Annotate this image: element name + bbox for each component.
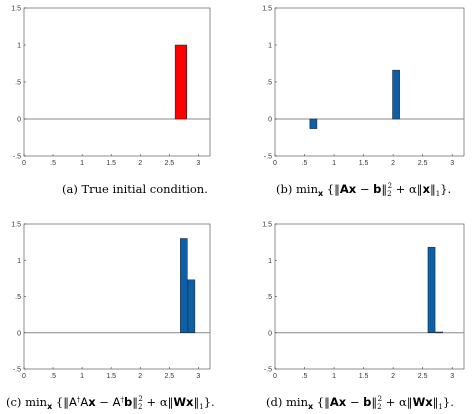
panel-a-xtick-label-4: 2 [138, 160, 142, 167]
panel-b: -.50.511.50.5 1 1.5 2 2.5 3 [262, 6, 465, 167]
panel-d: -.50.511.50.5 1 1.5 2 2.5 3 [262, 222, 465, 380]
panel-c-xtick-label-1: .5 [50, 373, 56, 380]
caption-a: (a) True initial condition. [62, 182, 208, 196]
panel-a: -.50.511.50.5 1 1.5 2 2.5 3 [11, 6, 211, 167]
panel-a-ytick-label-3: 1 [17, 43, 21, 50]
panel-c-ytick-label-2: .5 [15, 294, 21, 301]
panel-a-ytick-label-2: .5 [15, 80, 21, 87]
panel-b-bar-1 [392, 69, 400, 120]
panel-d-ytick-label-2: .5 [266, 294, 272, 301]
panel-d-xtick-label-6: 3 [450, 373, 454, 380]
panel-d-ytick-label-1: 0 [268, 330, 272, 337]
panel-b-ytick-label-1: 0 [268, 117, 272, 124]
caption-a-text: (a) True initial condition. [62, 182, 208, 196]
panel-d-xtick-label-1: .5 [302, 373, 308, 380]
caption-d: (d) minx {‖Ax − b‖22 + α‖Wx‖1}. [266, 395, 454, 411]
panel-b-ytick-label-2: .5 [266, 80, 272, 87]
panel-c-xtick-label-5: 2.5 [164, 373, 174, 380]
panel-d-bar-1 [435, 331, 443, 334]
panel-d-ytick-label-0: -.5 [264, 367, 272, 374]
caption-b: (b) minx {‖Ax − b‖22 + α‖x‖1}. [276, 182, 451, 198]
panel-b-xtick-label-2: 1 [332, 160, 336, 167]
panel-d-bar-0 [427, 246, 436, 333]
panel-b-xtick-label-6: 3 [450, 160, 454, 167]
caption-b-math: (b) minx {‖Ax − b‖22 + α‖x‖1}. [276, 182, 451, 198]
panel-b-xtick-label-0: 0 [273, 160, 277, 167]
panel-c-bar-1 [187, 279, 196, 334]
panel-a-ytick-label-0: -.5 [13, 154, 21, 161]
panel-d-ytick-label-4: 1.5 [262, 222, 272, 229]
panel-a-xtick-label-0: 0 [22, 160, 26, 167]
panel-b-xtick-label-1: .5 [302, 160, 308, 167]
panel-d-axes-box [274, 223, 465, 370]
panel-a-ytick-label-1: 0 [17, 117, 21, 124]
panel-b-ytick-label-0: -.5 [264, 154, 272, 161]
panel-d-xtick-label-0: 0 [273, 373, 277, 380]
panel-d-ytick-label-3: 1 [268, 258, 272, 265]
panel-c-ytick-label-0: -.5 [13, 367, 21, 374]
panel-b-xtick-label-4: 2 [391, 160, 395, 167]
panel-c-xtick-label-4: 2 [138, 373, 142, 380]
panel-a-xtick-label-1: .5 [50, 160, 56, 167]
panel-d-xtick-label-4: 2 [391, 373, 395, 380]
panel-c-xtick-label-2: 1 [80, 373, 84, 380]
panel-a-xtick-label-6: 3 [196, 160, 200, 167]
panel-c-ytick-label-3: 1 [17, 258, 21, 265]
panel-a-xtick-label-3: 1.5 [106, 160, 116, 167]
panel-a-ytick-label-4: 1.5 [11, 6, 21, 13]
panel-b-xtick-label-5: 2.5 [418, 160, 428, 167]
panel-b-bar-0 [309, 118, 318, 129]
panel-a-bar-0 [174, 44, 187, 120]
panel-c: -.50.511.50.5 1 1.5 2 2.5 3 [11, 222, 211, 380]
panel-b-ytick-label-4: 1.5 [262, 6, 272, 13]
panel-c-bar-0 [180, 238, 188, 333]
caption-c-math: (c) minx {‖A†Ax − A†b‖22 + α‖Wx‖1}. [6, 395, 215, 411]
panel-b-axes-box [274, 7, 465, 157]
panel-c-ytick-label-4: 1.5 [11, 222, 21, 229]
panel-d-xtick-label-5: 2.5 [418, 373, 428, 380]
panel-c-ytick-label-1: 0 [17, 330, 21, 337]
panel-a-xtick-label-5: 2.5 [164, 160, 174, 167]
panel-d-xtick-label-3: 1.5 [359, 373, 369, 380]
panel-d-xtick-label-2: 1 [332, 373, 336, 380]
caption-d-math: (d) minx {‖Ax − b‖22 + α‖Wx‖1}. [266, 395, 454, 411]
panel-b-xtick-label-3: 1.5 [359, 160, 369, 167]
panel-c-xtick-label-6: 3 [196, 373, 200, 380]
panel-c-xtick-label-0: 0 [22, 373, 26, 380]
caption-c: (c) minx {‖A†Ax − A†b‖22 + α‖Wx‖1}. [6, 395, 215, 411]
panel-c-xtick-label-3: 1.5 [106, 373, 116, 380]
panel-a-xtick-label-2: 1 [80, 160, 84, 167]
panel-b-ytick-label-3: 1 [268, 43, 272, 50]
